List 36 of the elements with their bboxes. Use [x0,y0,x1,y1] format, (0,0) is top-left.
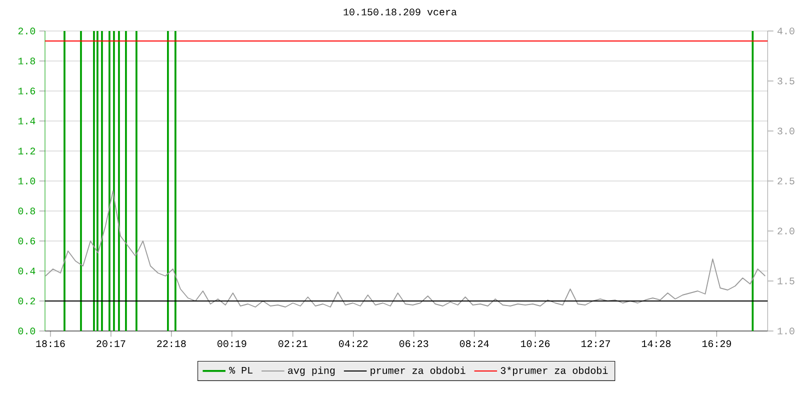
legend-label: prumer za obdobi [370,366,466,376]
y-tick-label: 1.2 [18,148,35,154]
legend-label: 3*prumer za obdobi [500,366,608,376]
y-tick-label: 2.0 [18,28,36,34]
x-tick-label: 00:19 [218,340,246,348]
x-tick-label: 08:24 [460,340,489,348]
y2-tick-label: 3.5 [778,78,794,84]
x-tick-label: 10:26 [521,340,550,348]
y2-tick-label: 3.0 [778,128,794,134]
y-tick-label: 1.4 [18,118,36,124]
y2-tick-label: 4.0 [777,28,794,34]
legend-label: avg ping [288,366,335,376]
y-tick-label: 0.6 [18,238,36,244]
x-tick-label: 22:18 [157,340,186,348]
y-tick-label: 1.6 [18,88,36,94]
x-tick-label: 04:22 [338,340,368,348]
y-tick-label: 0.8 [18,208,36,214]
line-series [45,190,766,308]
x-tick-label: 14:28 [642,340,671,348]
y-tick-label: 0.4 [18,268,36,274]
x-tick-label: 12:27 [581,340,610,347]
y-tick-label: 1.0 [18,178,36,184]
x-tick-label: 02:21 [278,340,308,348]
y2-tick-label: 2.5 [778,178,794,184]
x-tick-label: 16:29 [702,340,732,348]
y2-tick-label: 1.0 [778,328,794,334]
y2-tick-label: 1.5 [778,278,794,284]
x-tick-label: 18:16 [36,340,65,348]
legend-label: % PL [229,366,252,374]
x-tick-label: 06:23 [399,340,428,348]
y-tick-label: 0.0 [18,328,36,334]
y-tick-label: 1.8 [18,58,36,64]
y-tick-label: 0.2 [18,298,35,304]
chart-title: 10.150.18.209 vcera [344,8,457,16]
x-tick-label: 20:17 [96,340,126,348]
y2-tick-label: 2.0 [778,228,794,234]
